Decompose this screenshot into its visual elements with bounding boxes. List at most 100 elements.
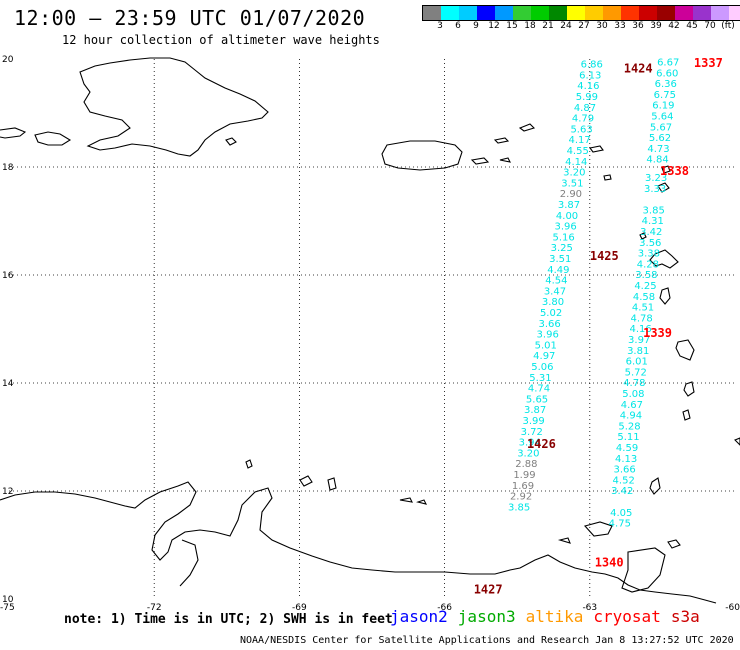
swh-value: 3.85 [508, 502, 530, 513]
swh-value: 4.00 [556, 211, 578, 222]
swh-value: 3.47 [544, 286, 566, 297]
swh-value: 5.65 [526, 394, 548, 405]
swh-value: 3.99 [523, 416, 545, 427]
coast-martinique [675, 339, 695, 361]
swh-value: 4.97 [533, 351, 555, 362]
colorbar-tick: 18 [524, 21, 536, 31]
swh-value: 3.66 [614, 465, 636, 476]
swh-value: 4.59 [616, 443, 638, 454]
coast-margarita [583, 521, 613, 537]
credit-footer: NOAA/NESDIS Center for Satellite Applica… [240, 635, 734, 646]
swh-value: 5.62 [649, 133, 671, 144]
swh-value: 4.78 [630, 313, 652, 324]
colorbar-swatch [657, 6, 675, 20]
coastlines [0, 57, 740, 604]
colorbar-ticks: 3 6 9 12 15 18 21 24 27 30 33 36 39 42 45 70 (ft) [422, 21, 735, 33]
colorbar-swatch [603, 6, 621, 20]
swh-value: 3.72 [521, 427, 543, 438]
colorbar-swatch [675, 6, 693, 20]
swh-value: 3.51 [561, 178, 583, 189]
swh-value: 6.67 [657, 57, 679, 68]
colorbar-tick: 42 [668, 21, 680, 31]
colorbar-tick: (ft) [721, 21, 735, 31]
colorbar-tick: 21 [542, 21, 554, 31]
orbit-number: 1426 [527, 437, 556, 451]
colorbar-tick: 39 [650, 21, 662, 31]
colorbar-swatch [477, 6, 495, 20]
coast-vieques [470, 157, 490, 165]
colorbar-tick: 15 [506, 21, 518, 31]
colorbar-swatch [621, 6, 639, 20]
swh-value: 4.16 [629, 324, 651, 335]
map-subtitle: 12 hour collection of altimeter wave hei… [62, 33, 380, 47]
lat-tick-label: 18 [2, 163, 14, 173]
coast-bonaire [327, 477, 337, 491]
units-note: note: 1) Time is in UTC; 2) SWH is in fe… [64, 612, 393, 627]
colorbar-swatch [441, 6, 459, 20]
swh-value: 3.25 [551, 243, 573, 254]
coast-st-barts [603, 174, 612, 181]
swh-value: 4.75 [609, 519, 631, 530]
swh-value: 5.31 [529, 373, 551, 384]
swh-value: 3.97 [628, 335, 650, 346]
coast-antigua [657, 182, 670, 193]
swh-value: 3.23 [645, 173, 667, 184]
map-title: 12:00 – 23:59 UTC 01/07/2020 [14, 6, 366, 30]
colorbar [422, 5, 740, 21]
coast-jamaica-tip [34, 131, 72, 146]
coast-tortuga [557, 537, 571, 544]
swh-value: 4.67 [621, 400, 643, 411]
colorbar-tick: 6 [455, 21, 461, 31]
swh-value: 3.20 [563, 168, 585, 179]
legend-s3a: s3a [670, 607, 700, 626]
swh-value: 3.66 [538, 319, 560, 330]
swh-value: 5.02 [540, 308, 562, 319]
swh-value: 2.90 [560, 189, 582, 200]
lat-tick-label: 16 [2, 271, 14, 281]
orbit-number: 1337 [694, 56, 723, 70]
swh-value: 4.05 [610, 508, 632, 519]
orbit-number: 1338 [660, 164, 689, 178]
swh-value: 4.58 [633, 292, 655, 303]
lat-lon-grid [9, 59, 735, 599]
swh-value: 3.33 [644, 184, 666, 195]
legend-altika: altika [525, 607, 584, 626]
swh-value: 5.72 [625, 367, 647, 378]
coast-virgin-islands [493, 123, 536, 163]
swh-value: 4.87 [574, 103, 596, 114]
colorbar-swatch [693, 6, 711, 20]
coast-st-vincent [682, 409, 691, 421]
swh-value: 5.99 [576, 92, 598, 103]
coast-barbados [734, 437, 740, 446]
swh-value: 3.81 [627, 346, 649, 357]
swh-value: 4.55 [567, 146, 589, 157]
satellite-legend: jason2 jason3 altika cryosat s3a [390, 607, 710, 626]
coast-tobago [667, 539, 681, 549]
swh-value: 4.94 [620, 411, 642, 422]
colorbar-tick: 9 [473, 21, 479, 31]
coast-st-lucia [683, 381, 695, 397]
colorbar-swatch [423, 6, 441, 20]
swh-value: 5.01 [535, 340, 557, 351]
coast-south-america [0, 481, 717, 604]
swh-value: 4.51 [632, 303, 654, 314]
swh-value: 6.13 [579, 70, 601, 81]
coast-anguilla [589, 145, 604, 153]
legend-jason3: jason3 [457, 607, 516, 626]
coast-grenada [649, 477, 661, 495]
orbit-labels: 1424 1425 1426 1427 1337 1338 1339 1340 [474, 56, 723, 597]
orbit-number: 1427 [474, 583, 503, 597]
swh-value: 4.17 [569, 135, 591, 146]
swh-value: 4.14 [565, 157, 587, 168]
colorbar-tick: 33 [614, 21, 626, 31]
lat-tick-label: 12 [2, 487, 13, 497]
swh-value: 5.08 [622, 389, 644, 400]
swh-value: 1.99 [513, 470, 535, 481]
swh-value: 4.49 [547, 265, 569, 276]
lon-tick-label: -63 [582, 603, 597, 613]
swh-value: 6.86 [581, 60, 603, 71]
swh-value: 6.01 [626, 357, 648, 368]
swh-value: 1.69 [512, 481, 534, 492]
swh-value: 3.85 [643, 205, 665, 216]
